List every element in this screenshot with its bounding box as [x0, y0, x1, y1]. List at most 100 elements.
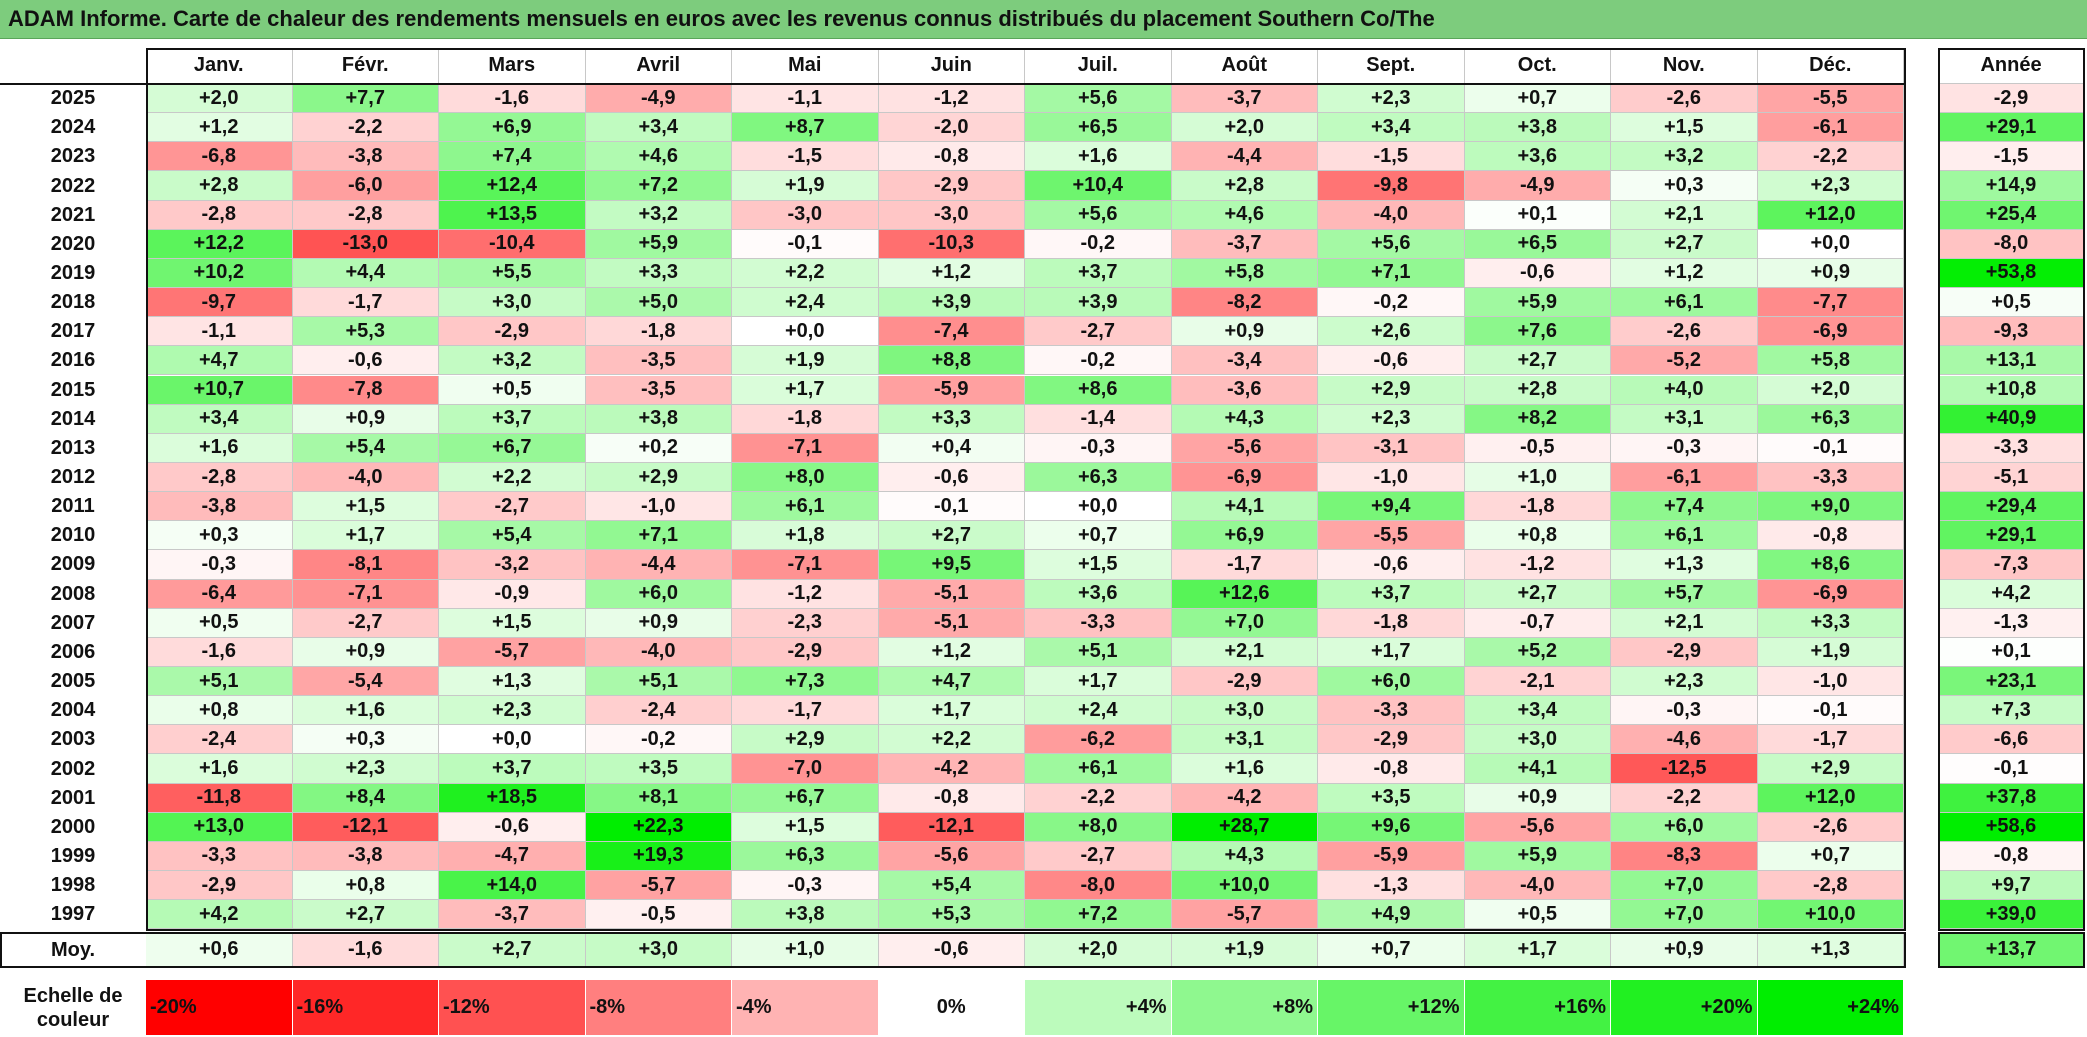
heatmap-cell: -0,3: [1611, 696, 1758, 726]
heatmap-cell: +3,5: [585, 754, 732, 784]
heatmap-cell: +8,6: [1757, 550, 1904, 580]
heatmap-cell: -3,3: [1757, 462, 1904, 493]
heatmap-cell: +3,0: [1171, 696, 1318, 726]
heatmap-cell: -6,9: [1757, 317, 1904, 347]
heatmap-cell: +4,9: [1318, 900, 1465, 930]
heatmap-cell: -0,8: [1757, 521, 1904, 551]
heatmap-cell: -3,0: [878, 200, 1025, 230]
year-label: 2013: [0, 433, 146, 463]
year-label: 2025: [0, 84, 146, 114]
heatmap-cell: -2,9: [1318, 725, 1465, 755]
heatmap-cell: -2,2: [1757, 142, 1904, 172]
heatmap-cell: +3,0: [1464, 725, 1611, 755]
heatmap-cell: -0,2: [1318, 288, 1465, 318]
heatmap-cell: +0,9: [1757, 258, 1904, 289]
month-header: Avril: [585, 48, 732, 84]
color-scale-step: +4%: [1025, 980, 1172, 1035]
heatmap-cell: +0,7: [1757, 841, 1904, 872]
heatmap-cell: -2,4: [585, 696, 732, 726]
heatmap-cell: -8,0: [1025, 871, 1172, 901]
heatmap-cell: +1,6: [1025, 142, 1172, 172]
average-cell: -0,6: [878, 933, 1025, 968]
heatmap-cell: +6,5: [1025, 113, 1172, 143]
heatmap-cell: +0,3: [146, 521, 293, 551]
year-label: 2021: [0, 200, 146, 230]
heatmap-cell: +1,6: [146, 433, 293, 463]
annual-cell: -6,6: [1939, 725, 2084, 755]
heatmap-cell: -7,0: [732, 754, 879, 784]
heatmap-cell: -7,4: [878, 317, 1025, 347]
heatmap-cell: -11,8: [146, 783, 293, 813]
annual-cell: +53,8: [1939, 258, 2084, 289]
heatmap-cell: -0,6: [1318, 550, 1465, 580]
year-label: 2007: [0, 608, 146, 638]
heatmap-cell: -6,9: [1757, 579, 1904, 609]
year-label: 2017: [0, 317, 146, 347]
heatmap-cell: +2,2: [878, 725, 1025, 755]
heatmap-cell: +2,3: [292, 754, 439, 784]
heatmap-cell: +12,0: [1757, 200, 1904, 230]
heatmap-cell: -3,2: [439, 550, 586, 580]
heatmap-cell: +6,1: [1025, 754, 1172, 784]
heatmap-cell: -0,5: [1464, 433, 1611, 463]
year-label: 2003: [0, 725, 146, 755]
heatmap-cell: -9,7: [146, 288, 293, 318]
heatmap-cell: -1,0: [1318, 462, 1465, 493]
heatmap-cell: +0,4: [878, 433, 1025, 463]
heatmap-cell: -0,5: [585, 900, 732, 930]
heatmap-cell: +2,7: [1464, 346, 1611, 376]
heatmap-cell: +6,1: [1611, 521, 1758, 551]
heatmap-cell: +3,4: [585, 113, 732, 143]
heatmap-cell: +6,0: [1318, 667, 1465, 697]
color-scale-step: -16%: [292, 980, 439, 1035]
heatmap-cell: -12,1: [292, 812, 439, 842]
heatmap-cell: -2,1: [1464, 667, 1611, 697]
average-cell: +1,9: [1171, 933, 1318, 968]
annual-cell: +14,9: [1939, 171, 2084, 201]
heatmap-cell: +5,5: [439, 258, 586, 289]
heatmap-cell: +2,1: [1171, 637, 1318, 667]
heatmap-cell: +9,5: [878, 550, 1025, 580]
heatmap-cell: -0,3: [146, 550, 293, 580]
average-cell: +1,7: [1464, 933, 1611, 968]
color-scale-step: +20%: [1611, 980, 1758, 1035]
heatmap-cell: +5,1: [146, 667, 293, 697]
heatmap-cell: +3,3: [585, 258, 732, 289]
heatmap-cell: +3,7: [439, 404, 586, 434]
annual-cell: +40,9: [1939, 404, 2084, 434]
heatmap-cell: +0,5: [1464, 900, 1611, 930]
year-label: 2023: [0, 142, 146, 172]
average-cell: +1,3: [1757, 933, 1904, 968]
heatmap-cell: +3,1: [1171, 725, 1318, 755]
heatmap-cell: -4,2: [878, 754, 1025, 784]
heatmap-cell: -12,1: [878, 812, 1025, 842]
heatmap-cell: -4,4: [1171, 142, 1318, 172]
month-header: Août: [1171, 48, 1318, 84]
heatmap-cell: +2,0: [1757, 375, 1904, 405]
annual-cell: +9,7: [1939, 871, 2084, 901]
heatmap-cell: -1,7: [1757, 725, 1904, 755]
heatmap-cell: -0,6: [292, 346, 439, 376]
heatmap-cell: +5,6: [1318, 229, 1465, 259]
heatmap-cell: -0,6: [878, 462, 1025, 493]
heatmap-cell: +1,7: [1318, 637, 1465, 667]
heatmap-cell: +3,9: [878, 288, 1025, 318]
heatmap-cell: +3,8: [585, 404, 732, 434]
heatmap-cell: +28,7: [1171, 812, 1318, 842]
heatmap-cell: +2,3: [439, 696, 586, 726]
average-cell: -1,6: [292, 933, 439, 968]
heatmap-cell: -1,7: [292, 288, 439, 318]
heatmap-cell: +5,1: [1025, 637, 1172, 667]
heatmap-cell: +3,8: [1464, 113, 1611, 143]
year-label: 2016: [0, 346, 146, 376]
heatmap-cell: +10,7: [146, 375, 293, 405]
average-cell: +0,9: [1611, 933, 1758, 968]
heatmap-cell: -3,1: [1318, 433, 1465, 463]
heatmap-cell: -5,9: [878, 375, 1025, 405]
heatmap-cell: +10,0: [1171, 871, 1318, 901]
heatmap-cell: +6,1: [732, 492, 879, 522]
heatmap-cell: -0,6: [1318, 346, 1465, 376]
heatmap-cell: +7,6: [1464, 317, 1611, 347]
heatmap-cell: -1,6: [146, 637, 293, 667]
